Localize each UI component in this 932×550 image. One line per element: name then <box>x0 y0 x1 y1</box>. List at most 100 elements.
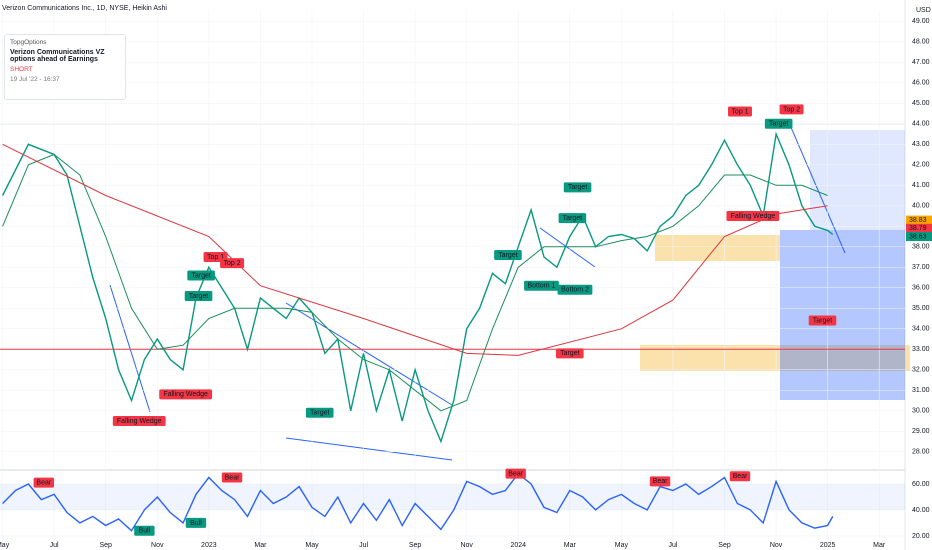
y-tick-label: 31.00 <box>912 387 930 394</box>
annotation-label: Falling Wedge <box>117 418 162 425</box>
annotation-box <box>726 211 780 222</box>
series-line <box>2 472 834 532</box>
y-tick-label: 36.00 <box>912 285 930 292</box>
idea-direction: SHORT <box>10 66 33 73</box>
x-tick-label: Mar <box>873 542 886 549</box>
y-tick-label: 47.00 <box>912 59 930 66</box>
x-tick-label: Jul <box>50 542 59 549</box>
currency: USD <box>916 7 931 14</box>
idea-card[interactable]: TopgOptions Verizon Communications VZ op… <box>4 34 126 100</box>
x-tick-label: May <box>615 542 629 549</box>
series-line <box>2 143 828 356</box>
annotation-box <box>494 249 522 260</box>
price-tag <box>906 232 932 242</box>
y-tick-label: 43.00 <box>912 141 930 148</box>
x-tick-label: Mar <box>564 542 577 549</box>
y-tick-label: 29.00 <box>912 428 930 435</box>
annotation-label: Target <box>498 252 518 259</box>
annotation-label: Bull <box>139 528 151 535</box>
annotation-box <box>184 290 213 301</box>
rsi-band <box>0 483 905 510</box>
price-tag-label: 38.79 <box>909 225 927 232</box>
annotation-box <box>727 106 752 117</box>
annotation-box <box>159 389 213 400</box>
annotation-box <box>187 270 215 281</box>
volume-profile-band <box>655 235 780 261</box>
price-tag <box>906 215 932 225</box>
x-tick-label: Sep <box>409 542 422 549</box>
annotation-label: Falling Wedge <box>163 391 208 398</box>
annotation-box <box>185 517 207 528</box>
annotation-label: Target <box>560 350 580 357</box>
annotation-label: Target <box>189 293 209 300</box>
trendline <box>285 437 453 461</box>
annotation-box <box>524 280 559 291</box>
trendline <box>539 227 596 268</box>
y-tick-label: 33.00 <box>912 346 930 353</box>
y-tick-label: 45.00 <box>912 100 930 107</box>
annotation-label: Top 2 <box>223 260 240 267</box>
annotation-label: Bear <box>36 480 51 487</box>
annotation-box <box>808 315 837 326</box>
y-tick-label: 30.00 <box>912 408 930 415</box>
annotation-label: Target <box>191 272 211 279</box>
annotation-label: Top 1 <box>731 108 748 115</box>
annotation-box <box>556 348 584 359</box>
annotation-label: Target <box>568 184 588 191</box>
y-tick-label: 60.00 <box>912 481 930 488</box>
annotation-box <box>558 213 587 224</box>
y-tick-label: 46.00 <box>912 80 930 87</box>
x-tick-label: Nov <box>770 542 783 549</box>
annotation-label: Target <box>563 215 583 222</box>
annotation-label: Bull <box>190 520 202 527</box>
x-tick-label: Sep <box>718 542 731 549</box>
series-line <box>1 131 834 444</box>
annotation-box <box>764 118 793 129</box>
y-tick-label: 38.00 <box>912 244 930 251</box>
annotation-label: Bottom 1 <box>527 283 555 290</box>
y-tick-label: 32.00 <box>912 367 930 374</box>
x-tick-label: Mar <box>254 542 267 549</box>
annotation-label: Top 2 <box>783 106 800 113</box>
annotation-box <box>134 525 155 536</box>
annotation-box <box>505 468 526 479</box>
y-tick-label: 42.00 <box>912 162 930 169</box>
annotation-label: Bear <box>225 474 240 481</box>
annotation-box <box>221 472 243 483</box>
x-tick-label: Jul <box>359 542 368 549</box>
y-tick-label: 48.00 <box>912 39 930 46</box>
volume-profile-band <box>780 230 905 400</box>
idea-headline: Verizon Communications VZ options ahead … <box>10 49 105 63</box>
y-tick-label: 34.00 <box>912 326 930 333</box>
volume-profile-band <box>810 130 905 230</box>
x-tick-label: Sep <box>99 542 112 549</box>
y-tick-label: 40.00 <box>912 203 930 210</box>
y-tick-label: 28.00 <box>912 449 930 456</box>
annotation-label: Bottom 2 <box>561 287 589 294</box>
idea-author: TopgOptions <box>10 39 47 46</box>
annotation-label: Target <box>769 121 789 128</box>
y-tick-label: 40.00 <box>912 507 930 514</box>
annotation-label: Bear <box>653 478 668 485</box>
price-tag <box>906 223 932 233</box>
x-tick-label: May <box>305 542 319 549</box>
annotation-box <box>557 284 593 295</box>
trendline <box>789 124 846 254</box>
chart-title: Verizon Communications Inc., 1D, NYSE, H… <box>2 5 167 12</box>
annotation-box <box>220 258 245 269</box>
annotation-label: Target <box>813 317 833 324</box>
x-tick-label: Jul <box>668 542 677 549</box>
series-line <box>2 153 828 412</box>
price-tag-label: 38.83 <box>909 217 927 224</box>
x-tick-label: 2023 <box>201 542 217 549</box>
y-tick-label: 35.00 <box>912 305 930 312</box>
annotation-label: Top 1 <box>207 254 224 261</box>
annotation-box <box>563 182 592 193</box>
annotation-label: Bear <box>508 470 523 477</box>
annotation-label: Bear <box>733 473 748 480</box>
y-tick-label: 49.00 <box>912 18 930 25</box>
annotation-box <box>33 477 55 488</box>
